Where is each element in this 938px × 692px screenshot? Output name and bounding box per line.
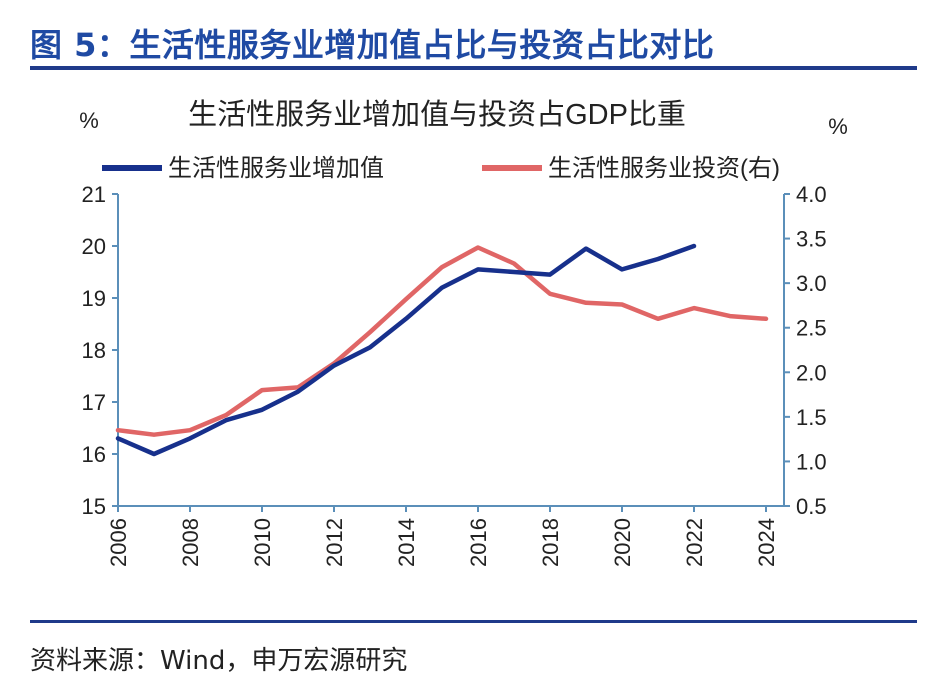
legend-label-secondary: 生活性服务业投资(右) <box>548 155 780 182</box>
x-axis-tick-label: 2024 <box>754 518 779 567</box>
figure-title: 图 5：生活性服务业增加值占比与投资占比对比 <box>30 26 715 64</box>
right-axis-unit: % <box>828 114 848 139</box>
left-axis-tick-label: 19 <box>82 286 106 311</box>
x-axis-tick-label: 2010 <box>250 518 275 567</box>
right-axis-tick-label: 3.5 <box>796 227 827 252</box>
bottom-rule <box>30 620 917 623</box>
right-axis-tick-label: 2.5 <box>796 316 827 341</box>
plot-area <box>115 243 769 457</box>
left-axis-tick-label: 16 <box>82 442 106 467</box>
legend: 生活性服务业增加值 生活性服务业投资(右) <box>102 155 780 182</box>
left-axis-tick-label: 15 <box>82 494 106 519</box>
right-axis-tick-label: 2.0 <box>796 360 827 385</box>
x-axis-tick-label: 2022 <box>682 518 707 567</box>
right-axis-tick-label: 1.0 <box>796 449 827 474</box>
source-note: 资料来源：Wind，申万宏源研究 <box>30 646 408 676</box>
x-axis-tick-label: 2016 <box>466 518 491 567</box>
left-axis-tick-label: 20 <box>82 234 106 259</box>
chart: 生活性服务业增加值与投资占GDP比重 % % 生活性服务业增加值 生活性服务业投… <box>79 98 848 567</box>
left-axis-unit: % <box>79 108 99 133</box>
x-axis-tick-label: 2008 <box>178 518 203 567</box>
axes: 15 16 17 18 19 20 21 0.5 1.0 1.5 2.0 2.5 3.0 3.5 4.0 20… <box>82 182 827 567</box>
series-line-investment <box>115 245 769 437</box>
right-axis-tick-label: 3.0 <box>796 271 827 296</box>
series-line-value-added <box>115 243 697 457</box>
left-axis-tick-label: 18 <box>82 338 106 363</box>
left-axis-tick-label: 17 <box>82 390 106 415</box>
x-axis-tick-label: 2012 <box>322 518 347 567</box>
chart-title: 生活性服务业增加值与投资占GDP比重 <box>188 98 686 131</box>
top-rule <box>30 66 917 70</box>
left-axis-tick-label: 21 <box>82 182 106 207</box>
right-axis-tick-label: 0.5 <box>796 494 827 519</box>
x-axis-tick-label: 2014 <box>394 518 419 567</box>
right-axis-tick-label: 1.5 <box>796 405 827 430</box>
right-axis-tick-label: 4.0 <box>796 182 827 207</box>
x-axis-tick-label: 2006 <box>106 518 131 567</box>
x-axis-tick-label: 2020 <box>610 518 635 567</box>
legend-label-primary: 生活性服务业增加值 <box>168 155 384 182</box>
x-axis-tick-label: 2018 <box>538 518 563 567</box>
